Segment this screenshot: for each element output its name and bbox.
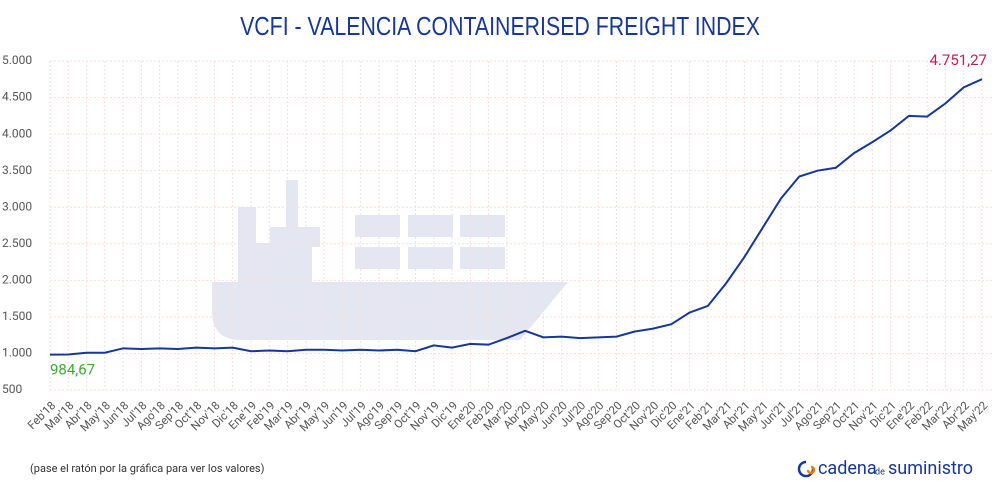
brand: cadena	[818, 458, 877, 479]
y-tick-label: 2.000	[2, 273, 32, 287]
y-tick-label: 500	[2, 382, 22, 396]
value-label: 4.751,27	[930, 51, 988, 69]
brand: de	[875, 467, 885, 477]
chart-title: VCFI - VALENCIA CONTAINERISED FREIGHT IN…	[240, 12, 760, 42]
y-tick-label: 3.500	[2, 163, 32, 177]
y-tick-label: 4.500	[2, 90, 32, 104]
note: (pase el ratón por la gráfica para ver l…	[30, 462, 265, 475]
value-label: 984,67	[50, 361, 95, 379]
y-tick-label: 5.000	[2, 53, 32, 67]
data-line	[49, 78, 983, 356]
ship-watermark	[212, 180, 568, 340]
y-tick-label: 3.000	[2, 199, 32, 213]
y-tick-label: 1.500	[2, 309, 32, 323]
y-tick-label: 2.500	[2, 236, 32, 250]
brand: suministro	[888, 458, 973, 479]
y-tick-label: 4.000	[2, 126, 32, 140]
logo: cadena de suministro	[797, 458, 973, 479]
y-tick-label: 1.000	[2, 346, 32, 360]
